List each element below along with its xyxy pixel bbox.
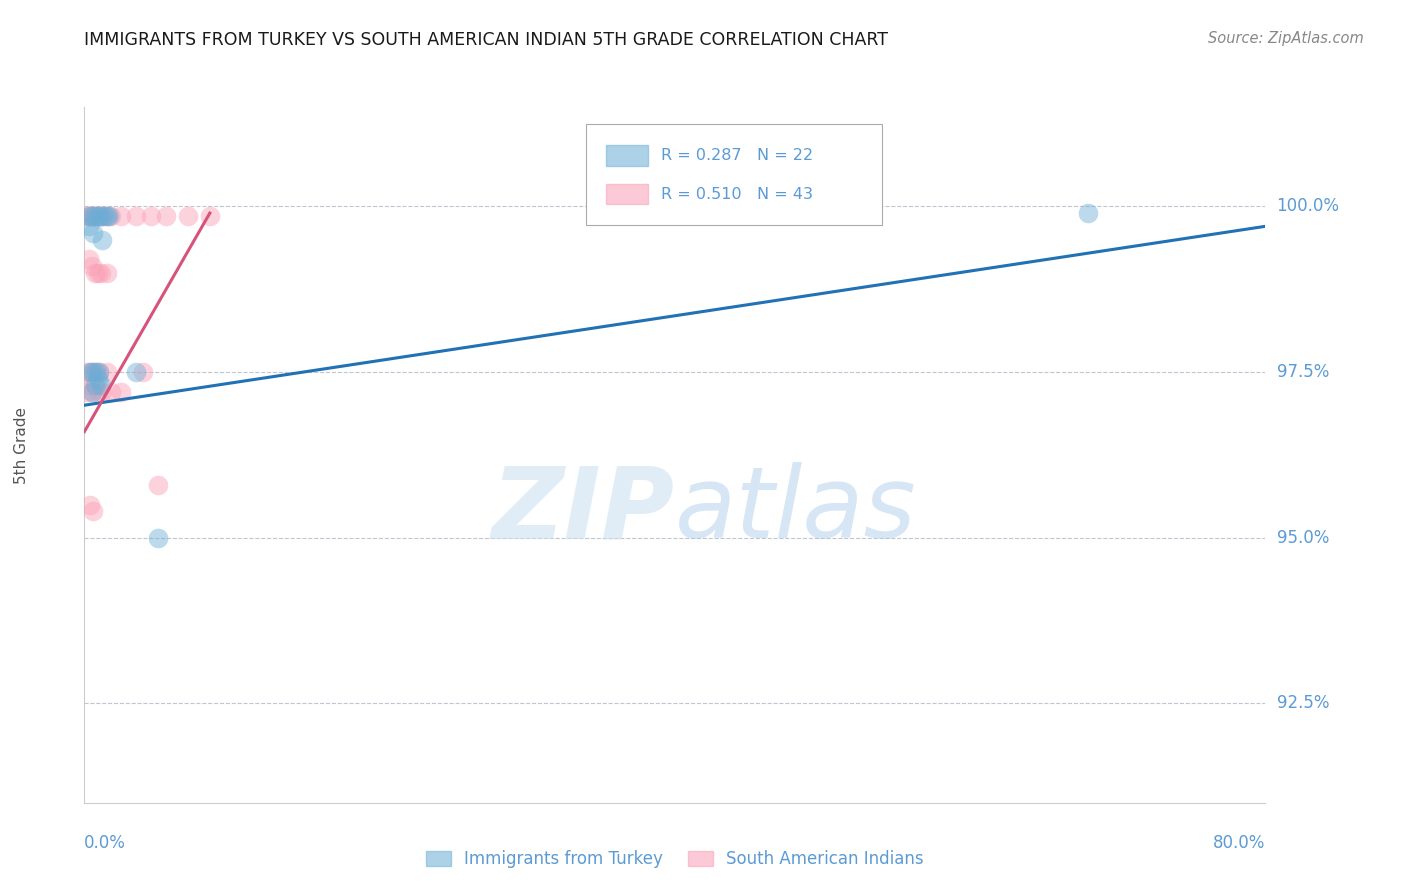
FancyBboxPatch shape	[586, 124, 882, 226]
Point	[77, 378, 100, 392]
Point	[82, 504, 104, 518]
Point	[148, 531, 170, 545]
Text: IMMIGRANTS FROM TURKEY VS SOUTH AMERICAN INDIAN 5TH GRADE CORRELATION CHART: IMMIGRANTS FROM TURKEY VS SOUTH AMERICAN…	[84, 31, 889, 49]
Text: 100.0%: 100.0%	[1277, 197, 1340, 216]
Point	[1077, 206, 1099, 220]
Point	[86, 210, 108, 224]
Point	[77, 210, 100, 224]
Text: 97.5%: 97.5%	[1277, 363, 1329, 381]
Point	[98, 210, 121, 224]
Text: 95.0%: 95.0%	[1277, 529, 1329, 547]
Point	[76, 384, 98, 399]
Point	[125, 210, 148, 224]
Point	[82, 210, 104, 224]
Point	[83, 266, 105, 280]
Point	[110, 210, 132, 224]
Point	[83, 378, 105, 392]
Point	[90, 378, 112, 392]
Point	[155, 210, 177, 224]
Point	[84, 210, 107, 224]
Point	[84, 365, 107, 379]
Point	[82, 365, 104, 379]
Point	[77, 219, 100, 234]
Point	[82, 226, 104, 240]
Point	[93, 210, 115, 224]
Point	[96, 365, 118, 379]
Point	[80, 210, 103, 224]
Text: 92.5%: 92.5%	[1277, 694, 1329, 713]
Point	[96, 210, 118, 224]
Text: 5th Grade: 5th Grade	[14, 408, 28, 484]
Point	[79, 365, 101, 379]
Point	[79, 210, 101, 224]
Point	[83, 210, 105, 224]
Text: R = 0.287   N = 22: R = 0.287 N = 22	[661, 148, 813, 163]
Text: 80.0%: 80.0%	[1213, 834, 1265, 852]
Text: R = 0.510   N = 43: R = 0.510 N = 43	[661, 186, 813, 202]
Point	[80, 210, 103, 224]
Point	[76, 365, 98, 379]
Text: Source: ZipAtlas.com: Source: ZipAtlas.com	[1208, 31, 1364, 46]
Point	[148, 477, 170, 491]
Point	[77, 252, 100, 267]
Text: 0.0%: 0.0%	[84, 834, 127, 852]
Point	[198, 210, 221, 224]
Point	[86, 266, 108, 280]
Point	[84, 365, 107, 379]
Point	[87, 210, 111, 224]
Point	[96, 210, 118, 224]
Point	[100, 384, 122, 399]
Point	[86, 372, 108, 386]
Text: ZIP: ZIP	[492, 462, 675, 559]
Point	[177, 210, 200, 224]
Point	[100, 210, 122, 224]
Point	[96, 266, 118, 280]
FancyBboxPatch shape	[606, 145, 648, 166]
FancyBboxPatch shape	[606, 184, 648, 204]
Point	[91, 384, 114, 399]
Point	[132, 365, 155, 379]
Point	[91, 233, 114, 247]
Point	[76, 210, 98, 224]
Text: atlas: atlas	[675, 462, 917, 559]
Point	[90, 210, 112, 224]
Point	[80, 259, 103, 273]
Point	[86, 210, 108, 224]
Point	[80, 384, 103, 399]
Point	[91, 210, 114, 224]
Point	[83, 210, 105, 224]
Point	[90, 266, 112, 280]
Point	[125, 365, 148, 379]
Point	[110, 384, 132, 399]
Point	[83, 378, 105, 392]
Point	[77, 210, 100, 224]
Point	[79, 365, 101, 379]
Point	[87, 365, 111, 379]
Point	[90, 210, 112, 224]
Point	[82, 365, 104, 379]
Point	[86, 384, 108, 399]
Point	[87, 365, 111, 379]
Legend: Immigrants from Turkey, South American Indians: Immigrants from Turkey, South American I…	[419, 843, 931, 874]
Point	[79, 498, 101, 512]
Point	[80, 384, 103, 399]
Point	[139, 210, 162, 224]
